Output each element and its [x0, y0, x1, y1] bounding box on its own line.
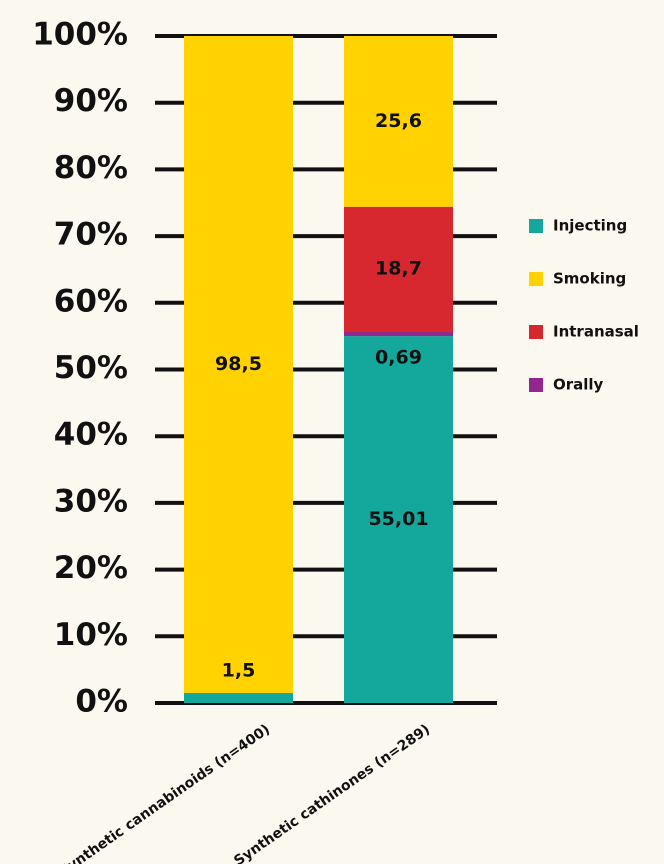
value-label: 0,69: [375, 347, 422, 369]
y-tick-label: 50%: [54, 350, 128, 386]
value-label: 1,5: [222, 659, 256, 681]
legend-swatch: [529, 272, 543, 286]
bar-segment: [184, 692, 293, 703]
legend-swatch: [529, 325, 543, 339]
y-tick-label: 100%: [32, 17, 128, 53]
bar-segment: [344, 206, 453, 332]
y-tick-label: 0%: [75, 684, 128, 720]
value-label: 18,7: [375, 258, 422, 280]
y-tick-label: 80%: [54, 150, 128, 186]
y-tick-label: 90%: [54, 83, 128, 119]
y-tick-label: 10%: [54, 617, 128, 653]
bar-segment: [344, 336, 453, 703]
value-label: 25,6: [375, 110, 422, 132]
bar-segment: [184, 36, 293, 693]
legend-swatch: [529, 378, 543, 392]
legend-swatch: [529, 219, 543, 233]
y-tick-label: 70%: [54, 217, 128, 253]
legend-label: Intranasal: [553, 323, 639, 341]
y-tick-label: 60%: [54, 283, 128, 319]
value-label: 98,5: [215, 353, 262, 375]
value-label: 55,01: [368, 508, 428, 530]
y-tick-label: 20%: [54, 550, 128, 586]
y-tick-label: 30%: [54, 483, 128, 519]
bar-segment: [344, 331, 453, 337]
legend-label: Injecting: [553, 217, 627, 235]
legend-label: Smoking: [553, 270, 626, 288]
x-tick-label: Synthetic cannabinoids (n=400): [56, 721, 273, 864]
y-tick-label: 40%: [54, 417, 128, 453]
bar-segment: [344, 36, 453, 207]
x-tick-label: Synthetic cathinones (n=289): [231, 721, 433, 864]
legend-label: Orally: [553, 376, 604, 394]
